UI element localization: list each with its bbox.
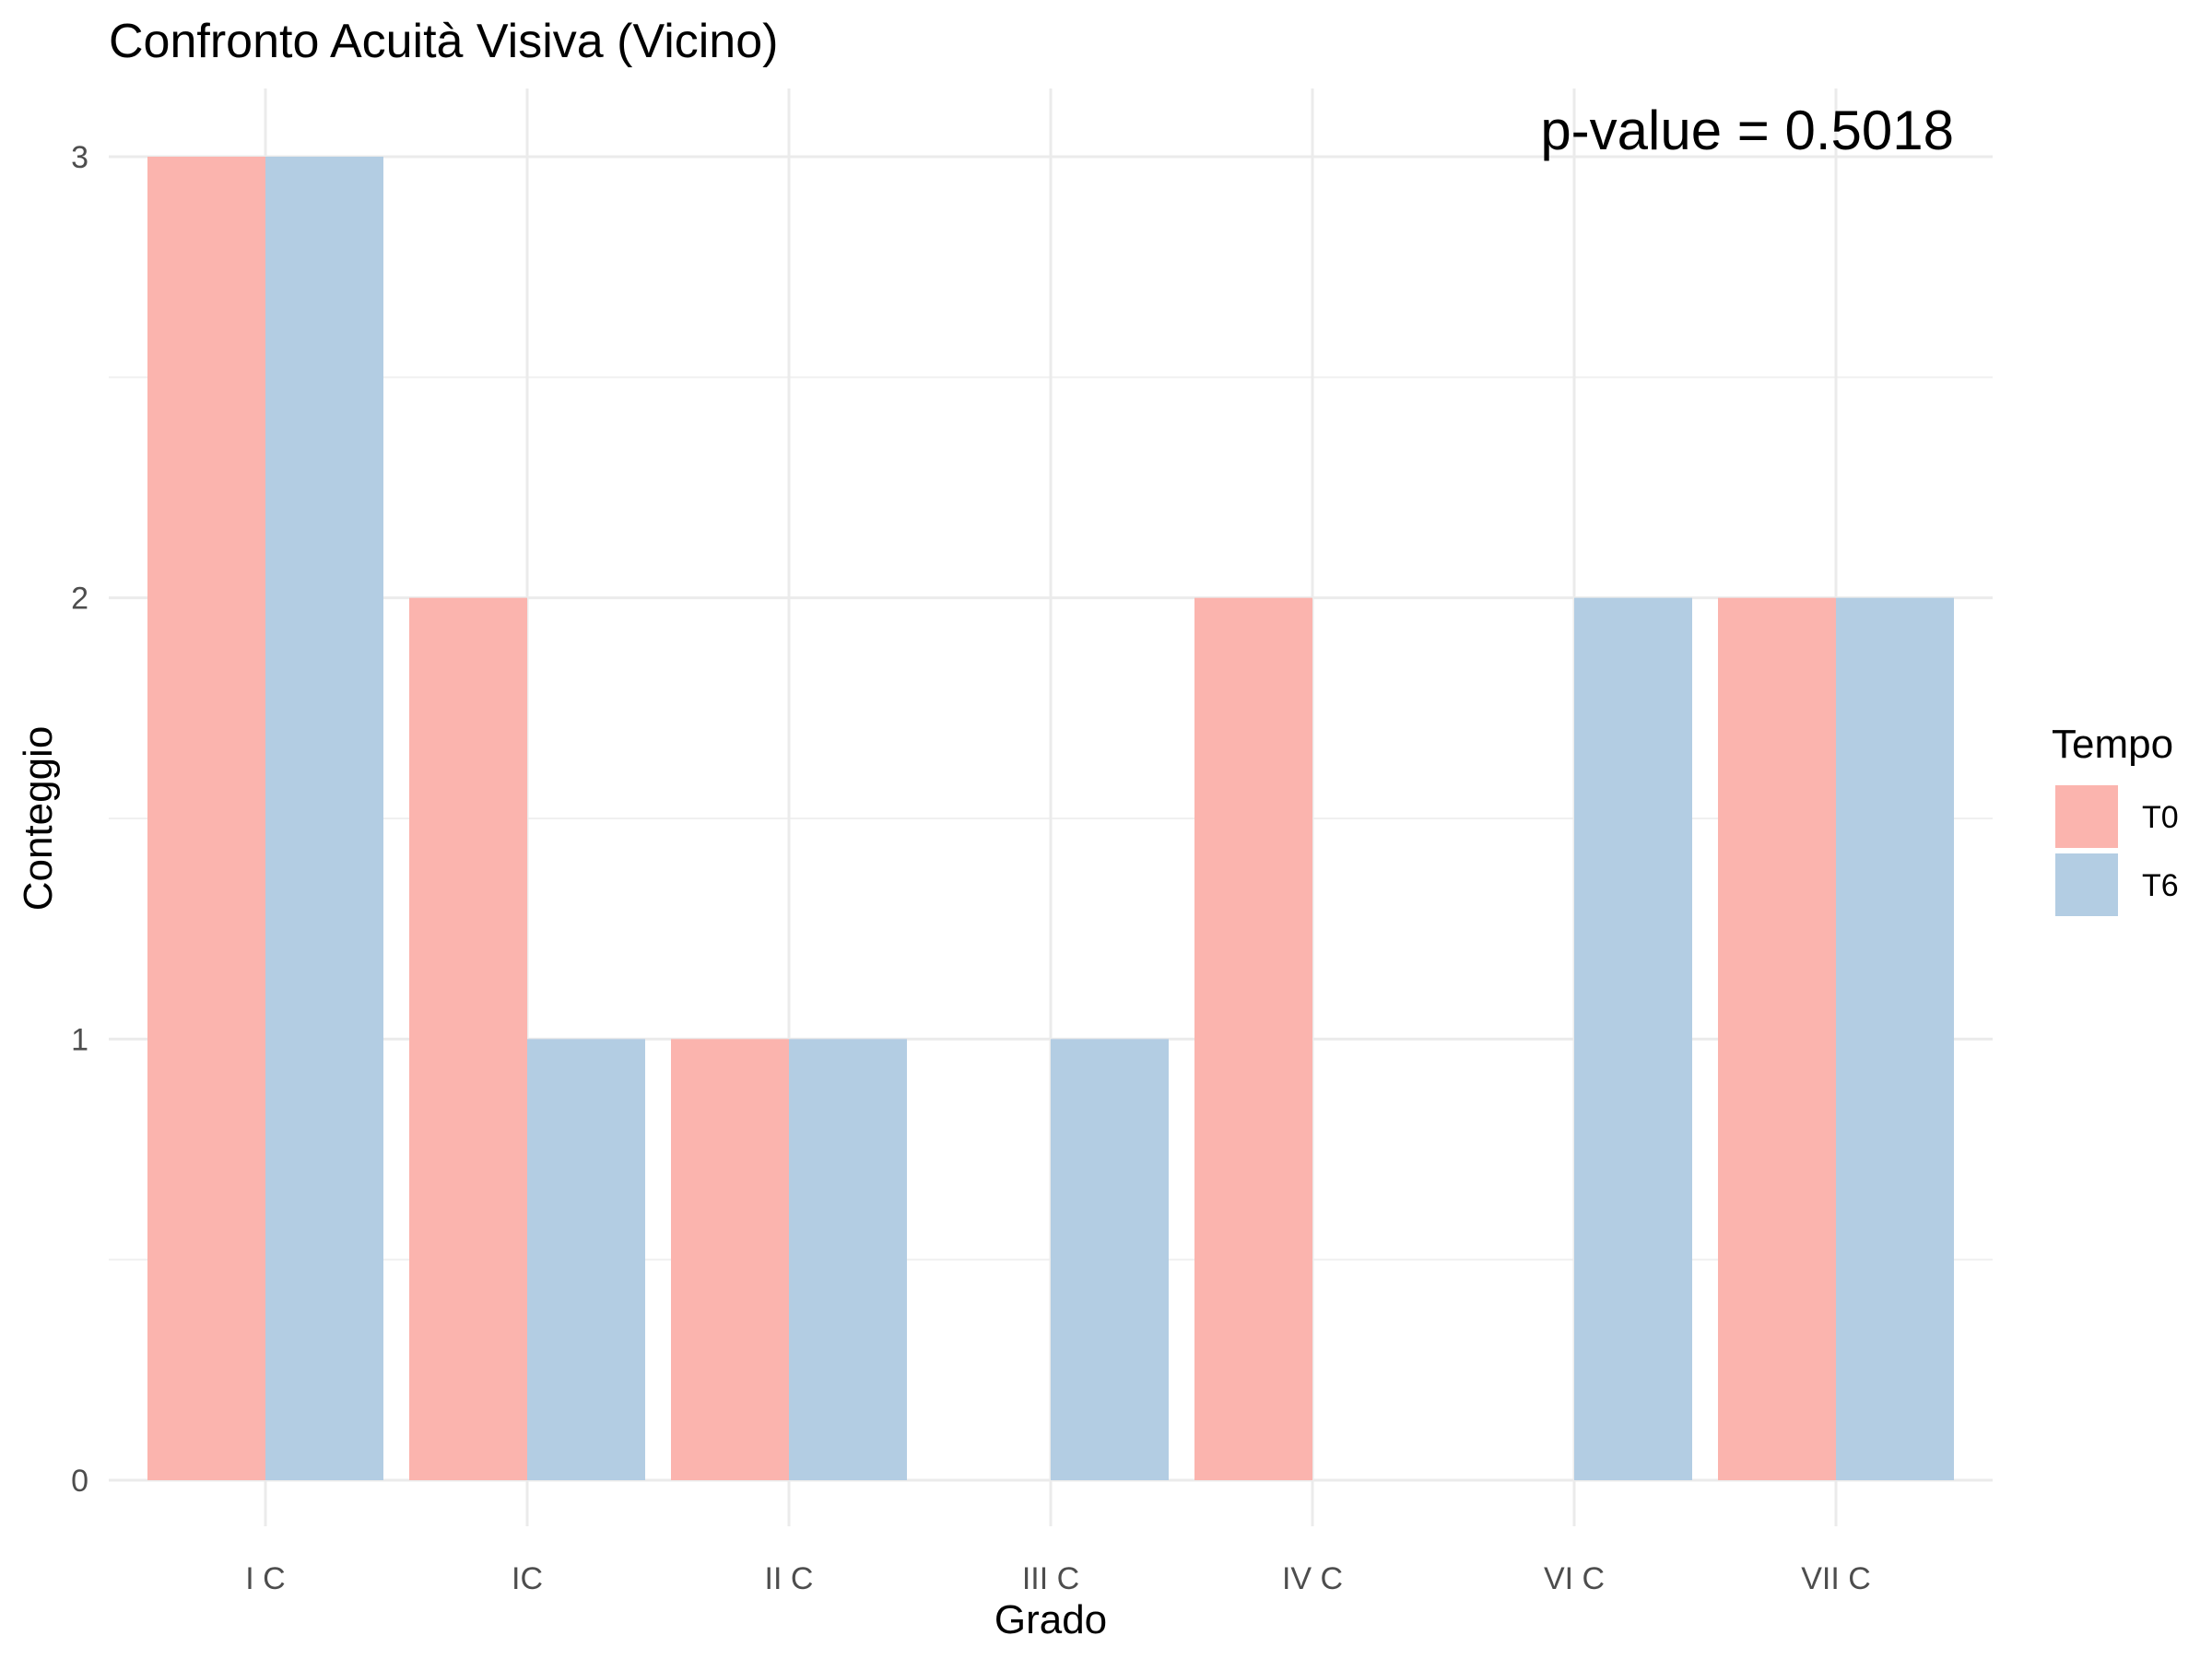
x-tick-label: II C [765,1561,814,1596]
bar-t6 [1051,1039,1169,1480]
bar-t0 [1718,597,1836,1480]
legend-key-t0 [2055,785,2118,848]
plot-area: 0 1 2 3 I C IC II C III C IV C VI C VII C [71,88,1993,1596]
x-tick-label: IC [512,1561,543,1596]
bar-t6 [1574,597,1692,1480]
x-tick-label: VI C [1544,1561,1605,1596]
bar-t0 [671,1039,789,1480]
y-axis-title: Conteggio [16,726,61,912]
x-tick-label: IV C [1282,1561,1343,1596]
legend-label-t6: T6 [2142,868,2179,903]
x-axis-title: Grado [994,1597,1107,1642]
bar-t0 [409,597,527,1480]
y-tick-label: 0 [71,1464,88,1499]
x-tick-label: VII C [1801,1561,1871,1596]
x-tick-label: I C [245,1561,285,1596]
legend-title: Tempo [2052,722,2173,767]
chart-title: Confronto Acuità Visiva (Vicino) [109,15,778,68]
bar-t6 [789,1039,907,1480]
bar-t6 [265,157,383,1480]
x-tick-label: III C [1022,1561,1079,1596]
legend: Tempo T0 T6 [2052,722,2179,916]
legend-key-t6 [2055,853,2118,916]
bar-t6 [1836,597,1954,1480]
p-value-annotation: p-value = 0.5018 [1540,100,1954,161]
y-tick-label: 3 [71,140,88,175]
y-tick-label: 1 [71,1022,88,1057]
bar-t6 [527,1039,645,1480]
bar-t0 [147,157,265,1480]
legend-label-t0: T0 [2142,800,2179,835]
bar-t0 [1194,597,1312,1480]
y-tick-label: 2 [71,582,88,617]
